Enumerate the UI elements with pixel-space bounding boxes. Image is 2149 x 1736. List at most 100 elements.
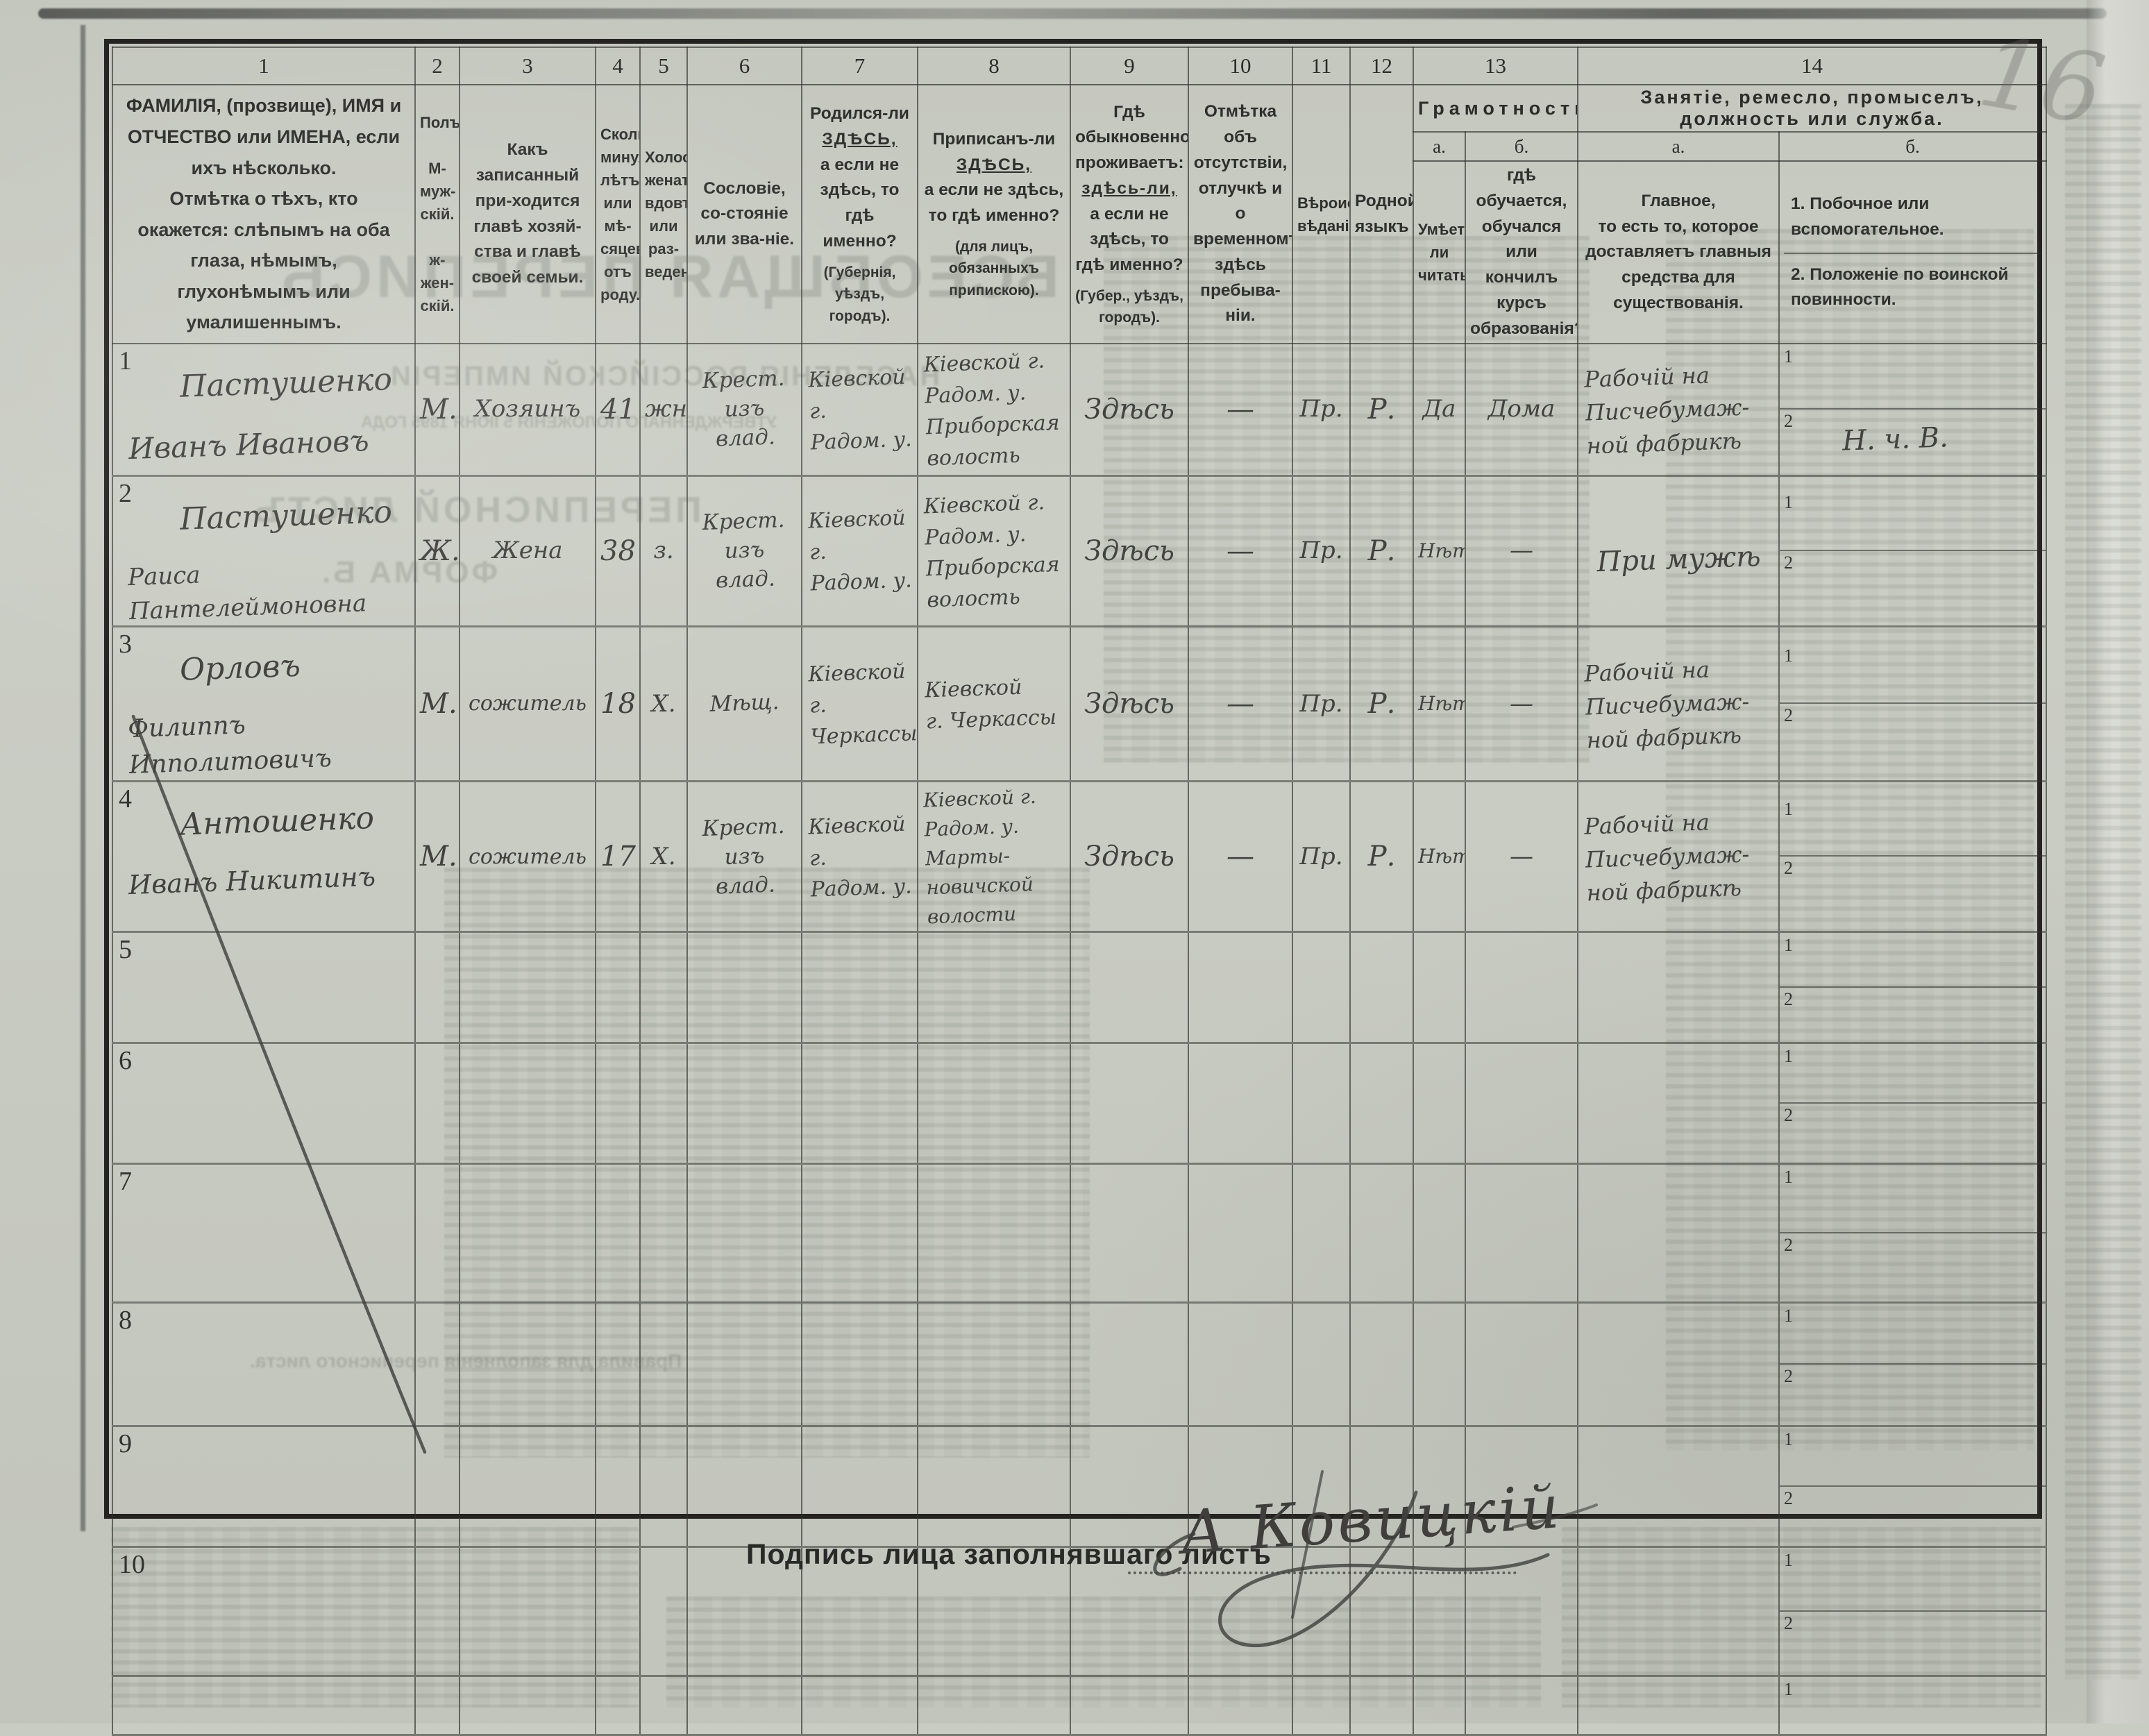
cell-name: 3 Орловъ Филиппъ Ипполитовичъ	[112, 625, 416, 783]
cell-registration	[917, 1163, 1071, 1304]
cell-birthplace	[801, 1163, 918, 1304]
secondary-subcells: 1 2	[1780, 798, 2045, 916]
subcell-label: 2	[1784, 553, 1793, 573]
cell-sex: Ж.	[414, 475, 460, 628]
header-registration-text: Приписанъ-ли ЗДѢСЬ,	[932, 129, 1056, 174]
header-relation: Какъ записанный при-ходится главѣ хозяй-…	[459, 83, 596, 345]
bleed-texture	[666, 1596, 1541, 1708]
cell-sex	[414, 1546, 460, 1678]
header-language: Родной языкъ	[1349, 83, 1414, 345]
subcell-1: 1	[1780, 1678, 2045, 1733]
subcell-label: 2	[1784, 858, 1793, 879]
cell-literate	[1413, 1042, 1466, 1165]
bleedthrough-form: ФОРМА Б.	[319, 555, 498, 589]
header-secondary-item1: 1. Побочное или вспомогательное.	[1791, 194, 1944, 239]
cell-literate	[1413, 1301, 1466, 1428]
cell-religion: Пр.	[1292, 625, 1351, 783]
bleedthrough-title: ВСЕОБЩАЯ ПЕРЕПИСЬ	[278, 244, 1059, 310]
cell-absence: —	[1188, 625, 1293, 783]
cell-age	[595, 931, 641, 1045]
cell-occupation-secondary: 12	[1778, 1163, 2047, 1304]
scan-edge-left	[81, 25, 85, 1531]
subcell-2: 2	[1780, 1612, 2045, 1674]
header-registration-text2: а если не здѣсь, то гдѣ именно?	[924, 180, 1064, 226]
row-number: 1	[119, 346, 132, 376]
table-row: 4 Антошенко Иванъ Никитинъ М. сожитель 1…	[112, 780, 2047, 934]
col-number: 14	[1577, 47, 2047, 85]
cell-marital: Х.	[639, 625, 688, 783]
cell-occupation: При мужѣ	[1577, 475, 1780, 628]
cell-religion	[1292, 1301, 1351, 1428]
header-13b-label: б.	[1465, 131, 1578, 162]
subcell-2: 2	[1780, 988, 2045, 1041]
cell-residence: Здѣсь	[1070, 780, 1189, 934]
subcell-1: 1	[1780, 491, 2045, 551]
cell-absence: —	[1188, 343, 1293, 477]
cell-occupation	[1577, 1425, 1780, 1549]
subcell-label: 1	[1784, 492, 1793, 513]
subcell-1: 1	[1780, 934, 2045, 988]
subcell-1: 1	[1780, 1549, 2045, 1612]
cell-marital	[639, 1425, 688, 1549]
header-main-occupation: Главное, то есть то, которое доставляетъ…	[1577, 160, 1780, 345]
cell-marital: Х.	[639, 780, 688, 934]
cell-estate: Крест. изъ влад.	[686, 780, 802, 934]
subcell-label: 1	[1784, 1167, 1793, 1188]
cell-absence	[1188, 1163, 1293, 1304]
cell-age	[595, 1163, 641, 1304]
cell-relation	[459, 931, 596, 1045]
cell-religion	[1292, 1163, 1351, 1304]
cell-residence: Здѣсь	[1070, 475, 1189, 628]
cell-residence	[1070, 931, 1189, 1045]
cell-occupation	[1577, 1163, 1780, 1304]
bleedthrough-listtitle: ПЕРЕПИСНОЙ ЛИСТЪ	[250, 490, 702, 530]
header-literacy-group: Грамотность.	[1413, 84, 1578, 133]
cell-occupation-secondary: 1 2	[1778, 625, 2047, 783]
secondary-subcells: 1 2Н. ч. В.	[1780, 345, 2045, 473]
row-number: 3	[119, 630, 132, 659]
col-number: 11	[1292, 47, 1351, 85]
cell-language: Р.	[1349, 780, 1414, 934]
header-absence: Отмѣтка объ отсутствіи, отлучкѣ и о врем…	[1188, 83, 1293, 345]
scan-edge-top	[38, 8, 2107, 19]
header-can-read: Умѣетъ-ли читать?	[1413, 160, 1466, 345]
cell-registration	[917, 1425, 1071, 1549]
cell-age	[595, 1425, 641, 1549]
cell-age: 38	[595, 475, 641, 628]
header-secondary-item2: 2. Положеніе по воинской повинности.	[1784, 252, 2041, 314]
row-number: 7	[119, 1167, 132, 1197]
subcell-label: 2	[1784, 1366, 1793, 1387]
header-occupation-group: Занятіе, ремесло, промыселъ, должность и…	[1577, 84, 2047, 133]
cell-name: 4 Антошенко Иванъ Никитинъ	[112, 780, 416, 934]
row-number: 9	[119, 1429, 132, 1459]
cell-educated	[1465, 931, 1578, 1045]
header-birthplace-text2: а если не здѣсь, то гдѣ именно?	[820, 155, 900, 251]
cell-estate: Крест. изъ влад.	[686, 343, 802, 477]
subcell-label: 1	[1784, 935, 1793, 956]
header-residence-text2: здѣсь-ли, а если не здѣсь, то гдѣ именно…	[1075, 178, 1183, 274]
cell-name: 2 Пастушенко Раиса Пантелеймоновна	[112, 475, 416, 628]
cell-marital	[639, 931, 688, 1045]
header-14b-label: б.	[1778, 131, 2047, 162]
subcell-1: 1	[1780, 1428, 2045, 1487]
col-number: 1	[112, 47, 416, 85]
table-row: 1 Пастушенко Иванъ Ивановъ М. Хозяинъ 41…	[112, 343, 2047, 477]
header-religion-text: Вѣроиспо-вѣданіе.	[1297, 194, 1349, 235]
subcell-label: 2	[1784, 411, 1793, 432]
cell-language: Р.	[1349, 475, 1414, 628]
col-number: 3	[459, 47, 596, 85]
cell-marital: жн.	[639, 343, 688, 477]
subcell-label: 2	[1784, 1235, 1793, 1256]
subcell-2: 2	[1780, 1104, 2045, 1162]
subcell-label: 2	[1784, 1105, 1793, 1126]
subcell-label: 2	[1784, 1613, 1793, 1634]
entry-surname: Пастушенко	[179, 362, 393, 405]
bleedthrough-rules: Правила для заполненія переписного листа…	[250, 1350, 682, 1372]
table-row: 9 12	[112, 1425, 2047, 1549]
page-edge-right	[2087, 0, 2149, 1724]
header-where-educated: гдѣ обучается, обучался или кончилъ курс…	[1465, 160, 1578, 345]
header-residence-note: (Губер., уѣздъ, городъ).	[1075, 287, 1183, 326]
header-name: ФАМИЛІЯ, (прозвище), ИМЯ и ОТЧЕСТВО или …	[112, 83, 416, 345]
header-registration: Приписанъ-ли ЗДѢСЬ, а если не здѣсь, то …	[917, 83, 1071, 345]
column-number-row: 1 2 3 4 5 6 7 8 9 10 11 12 13 14	[112, 47, 2047, 85]
